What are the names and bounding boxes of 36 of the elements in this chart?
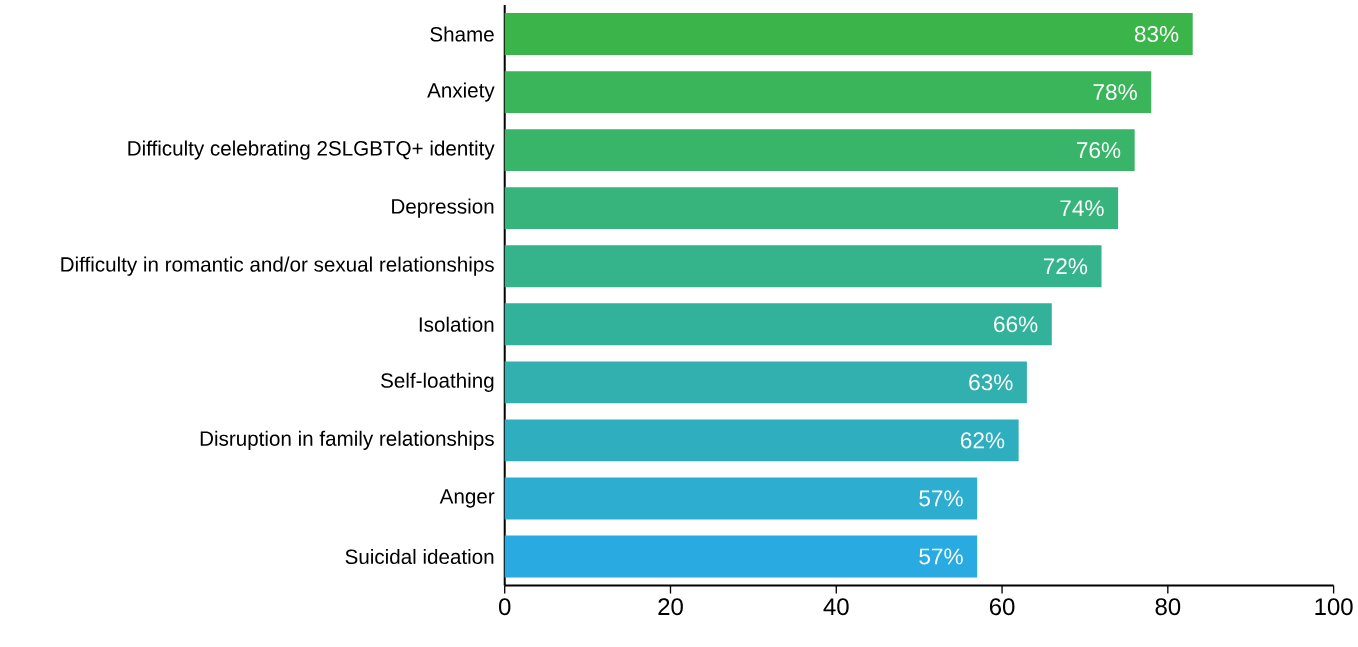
data-label: 72% xyxy=(1043,258,1088,275)
y-tick-label: Depression xyxy=(392,198,494,218)
data-label: 63% xyxy=(969,374,1013,391)
bar xyxy=(504,419,1019,462)
y-tick-label: Suicidal ideation xyxy=(345,548,494,564)
y-tick-label: Difficulty celebrating 2SLGBTQ+ identity xyxy=(128,140,495,160)
bar xyxy=(504,303,1052,346)
x-tick-label: 0 xyxy=(499,598,511,615)
bar xyxy=(504,187,1119,229)
x-tick-label: 20 xyxy=(658,598,683,615)
data-label: 76% xyxy=(1077,141,1121,158)
data-label: 62% xyxy=(960,432,1005,449)
x-tick-label: 60 xyxy=(989,598,1015,615)
y-tick-label: Self-loathing xyxy=(381,372,494,392)
y-tick-label: Isolation xyxy=(419,316,494,332)
bar xyxy=(504,70,1152,113)
data-label: 83% xyxy=(1134,25,1179,42)
bar xyxy=(504,535,978,578)
data-label: 66% xyxy=(994,316,1038,333)
y-tick-label: Shame xyxy=(430,26,494,42)
data-label: 57% xyxy=(919,490,963,507)
y-tick-label: Anger xyxy=(439,489,495,508)
data-label: 74% xyxy=(1060,200,1104,216)
bar xyxy=(504,361,1027,404)
bar xyxy=(504,477,978,520)
y-tick-label: Anxiety xyxy=(427,82,495,102)
bar xyxy=(504,12,1193,55)
data-label: 57% xyxy=(919,548,963,565)
bar xyxy=(504,245,1102,287)
y-tick-label: Difficulty in romantic and/or sexual relationships xyxy=(61,256,494,276)
y-tick-label: Disruption in family relationships xyxy=(200,430,494,450)
data-label: 78% xyxy=(1093,83,1137,100)
x-tick-label: 40 xyxy=(823,598,849,615)
x-tick-label: 100 xyxy=(1315,598,1353,615)
x-tick-label: 80 xyxy=(1155,598,1181,615)
bar xyxy=(504,129,1135,171)
